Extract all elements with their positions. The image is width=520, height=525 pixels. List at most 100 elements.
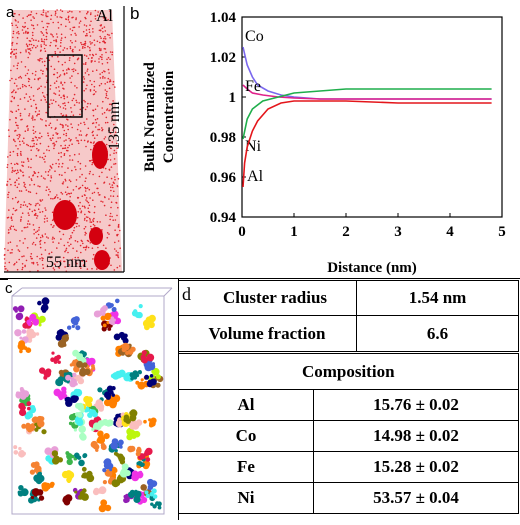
atom-dot — [71, 126, 73, 129]
atom-dot — [57, 60, 60, 63]
atom-dot — [17, 108, 20, 111]
atom-dot — [6, 164, 9, 166]
atom-dot — [13, 89, 15, 91]
atom-dot — [7, 156, 9, 158]
atom-dot — [40, 253, 43, 256]
atom-dot — [24, 25, 27, 28]
atom-dot — [74, 256, 77, 259]
atom-dot — [40, 85, 42, 88]
cluster-particle — [114, 449, 118, 453]
atom-dot — [22, 17, 24, 19]
atom-dot — [24, 66, 27, 68]
atom-dot — [110, 166, 113, 168]
atom-dot — [106, 236, 109, 239]
atom-dot — [58, 267, 61, 269]
cluster-particle — [51, 351, 55, 355]
atom-dot — [68, 192, 71, 195]
atom-dot — [85, 88, 87, 90]
atom-dot — [83, 99, 85, 102]
atom-dot — [72, 16, 74, 19]
atom-dot — [45, 35, 48, 38]
atom-dot — [39, 142, 42, 145]
atom-dot — [73, 226, 76, 229]
cluster-box — [11, 295, 165, 515]
atom-dot — [62, 126, 64, 129]
atom-dot — [109, 58, 111, 61]
atom-dot — [99, 221, 101, 223]
cluster-particle — [41, 304, 49, 312]
atom-dot — [13, 264, 15, 266]
atom-dot — [98, 61, 100, 63]
cluster-particle — [150, 502, 154, 506]
atom-dot — [16, 26, 19, 29]
atom-dot — [53, 92, 55, 94]
atom-dot — [93, 141, 95, 143]
atom-dot — [65, 149, 68, 152]
atom-dot — [59, 9, 62, 11]
atom-dot — [87, 140, 89, 142]
atom-dot — [44, 60, 46, 63]
atom-dot — [67, 15, 70, 18]
cluster-image — [11, 287, 173, 515]
atom-dot — [117, 206, 119, 209]
atom-dot — [14, 91, 17, 94]
atom-dot — [52, 241, 54, 243]
atom-dot — [33, 233, 35, 235]
cluster-particle — [38, 495, 45, 501]
atom-dot — [89, 170, 91, 173]
atom-dot — [21, 212, 24, 214]
atom-dot — [73, 93, 76, 96]
atom-dot — [71, 143, 73, 145]
atom-dot — [107, 77, 110, 80]
atom-dot — [9, 118, 11, 121]
atom-dot — [84, 207, 86, 209]
atom-dot — [74, 166, 76, 168]
cluster-particle — [144, 449, 150, 455]
cluster-particle — [107, 327, 112, 331]
atom-dot — [75, 137, 77, 139]
atom-dot — [91, 42, 93, 44]
atom-dot — [4, 268, 6, 270]
atom-dot — [67, 192, 69, 195]
atom-dot — [77, 211, 79, 213]
atom-dot — [25, 259, 28, 262]
atom-dot — [60, 113, 62, 115]
atom-dot — [31, 243, 34, 245]
atom-dot — [15, 52, 18, 55]
atom-dot — [56, 76, 59, 79]
atom-dot — [21, 255, 23, 258]
atom-dot — [89, 41, 91, 43]
atom-dot — [83, 89, 85, 92]
atom-dot — [97, 11, 99, 13]
atom-dot — [47, 170, 50, 173]
atom-dot — [117, 256, 120, 259]
atom-dot — [90, 225, 92, 228]
atom-dot — [26, 72, 29, 75]
atom-dot — [53, 147, 55, 150]
atom-dot — [100, 200, 102, 203]
atom-dot — [90, 43, 92, 45]
atom-dot — [103, 47, 106, 50]
atom-dot — [11, 91, 13, 94]
atom-dot — [102, 75, 104, 78]
atom-dot — [44, 249, 47, 251]
atom-dot — [87, 45, 89, 48]
atom-dot — [12, 213, 14, 216]
atom-dot — [88, 28, 91, 31]
atom-dot — [59, 137, 61, 139]
atom-dot — [84, 34, 87, 37]
atom-dot — [105, 214, 107, 216]
atom-dot — [6, 217, 9, 219]
atom-dot — [42, 267, 45, 270]
atom-dot — [84, 226, 87, 228]
atom-dot — [33, 228, 35, 231]
atom-dot — [9, 252, 12, 254]
atom-dot — [16, 201, 19, 204]
atom-dot — [94, 9, 97, 12]
atom-dot — [113, 190, 115, 193]
atom-dot — [40, 175, 43, 177]
cluster-particle — [17, 305, 25, 313]
atom-dot — [27, 129, 29, 132]
atom-dot — [67, 167, 69, 169]
cluster-particle — [66, 458, 73, 466]
